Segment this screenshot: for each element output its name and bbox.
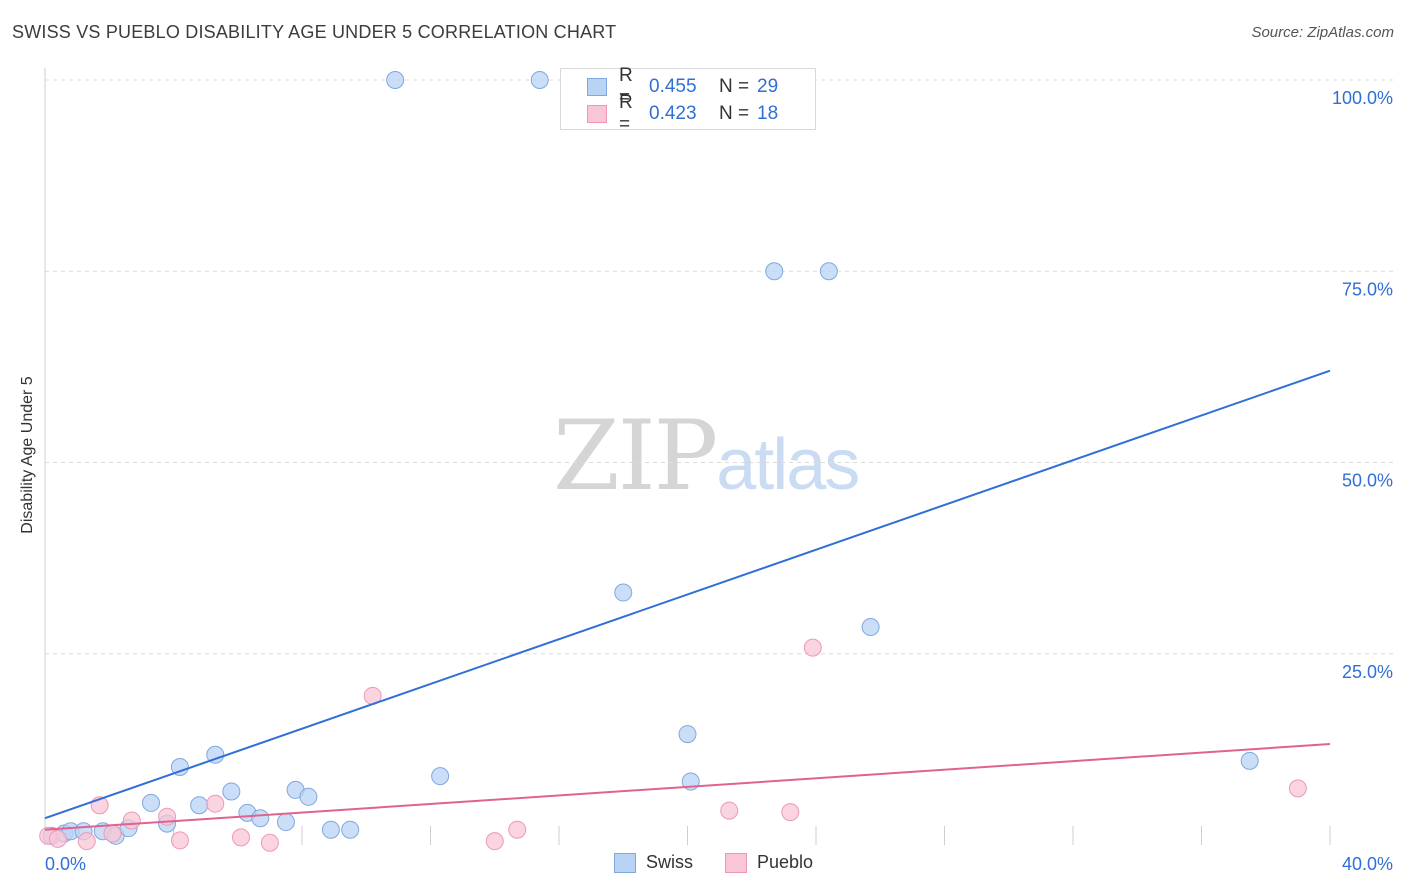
y-tick-label-2: 75.0% — [1342, 279, 1393, 299]
y-tick-label-3: 100.0% — [1332, 88, 1393, 108]
pueblo-point-1 — [48, 829, 67, 848]
legend-row-swiss: R = 0.455 N = 29 — [587, 65, 779, 108]
swiss-swatch — [587, 78, 607, 96]
swiss-point-28 — [861, 617, 880, 636]
swiss-point-14 — [251, 809, 270, 828]
x-tick-label-1: 40.0% — [1342, 854, 1393, 874]
pueblo-point-10 — [260, 833, 279, 852]
swiss-trend-line — [44, 369, 1331, 820]
pueblo-point-5 — [122, 811, 141, 830]
swiss-n-label: N = — [719, 76, 750, 97]
swiss-n-value: 29 — [757, 76, 779, 97]
series-legend: Swiss Pueblo — [614, 852, 845, 873]
y-tick-label-0: 25.0% — [1342, 662, 1393, 682]
swiss-point-26 — [765, 262, 784, 281]
swiss-point-21 — [431, 767, 450, 786]
pueblo-legend-label: Pueblo — [757, 852, 814, 872]
swiss-point-27 — [819, 262, 838, 281]
pueblo-legend-swatch — [725, 852, 748, 873]
swiss-point-15 — [276, 813, 295, 832]
pueblo-point-16 — [803, 638, 822, 657]
swiss-point-24 — [678, 725, 697, 744]
pueblo-trend-line — [44, 743, 1331, 831]
swiss-point-19 — [341, 820, 360, 839]
y-tick-label-1: 50.0% — [1342, 471, 1393, 491]
pueblo-swatch — [587, 105, 607, 123]
pueblo-point-7 — [170, 831, 189, 850]
watermark-zip: ZIP — [553, 400, 718, 512]
x-tick-label-0: 0.0% — [45, 854, 86, 874]
swiss-legend-swatch — [614, 852, 636, 873]
swiss-point-20 — [386, 71, 405, 89]
pueblo-point-9 — [231, 828, 250, 847]
legend-row-pueblo: R = 0.423 N = 18 — [587, 92, 779, 135]
pueblo-r-label: R = — [619, 92, 633, 135]
pueblo-n-label: N = — [719, 103, 750, 124]
swiss-point-23 — [614, 583, 633, 602]
legend-item-swiss[interactable]: Swiss — [614, 852, 693, 873]
pueblo-point-13 — [508, 820, 527, 839]
pueblo-point-4 — [103, 824, 122, 843]
swiss-point-7 — [142, 793, 161, 812]
pueblo-point-15 — [781, 803, 800, 822]
legend-item-pueblo[interactable]: Pueblo — [725, 852, 813, 873]
swiss-point-18 — [321, 820, 340, 839]
pueblo-point-2 — [77, 832, 96, 851]
swiss-r-label: R = — [619, 65, 633, 108]
swiss-point-10 — [190, 796, 209, 815]
watermark: ZIPatlas — [553, 400, 860, 512]
swiss-point-17 — [299, 787, 318, 806]
pueblo-r-value: 0.423 — [649, 103, 697, 124]
swiss-point-9 — [170, 757, 189, 776]
swiss-legend-label: Swiss — [646, 852, 694, 872]
pueblo-point-8 — [206, 794, 225, 813]
watermark-atlas: atlas — [716, 425, 860, 505]
swiss-point-12 — [222, 782, 241, 801]
swiss-point-29 — [1240, 751, 1259, 770]
pueblo-point-12 — [485, 832, 504, 851]
correlation-legend: R = 0.455 N = 29 R = 0.423 N = 18 — [560, 65, 816, 135]
chart-title: SWISS VS PUEBLO DISABILITY AGE UNDER 5 C… — [12, 22, 617, 42]
pueblo-point-14 — [720, 801, 739, 820]
swiss-point-11 — [206, 745, 225, 764]
pueblo-point-17 — [1288, 779, 1307, 798]
pueblo-n-value: 18 — [757, 103, 779, 124]
swiss-point-22 — [530, 71, 549, 89]
swiss-r-value: 0.455 — [649, 76, 697, 97]
source-label: Source: ZipAtlas.com — [1251, 24, 1394, 41]
